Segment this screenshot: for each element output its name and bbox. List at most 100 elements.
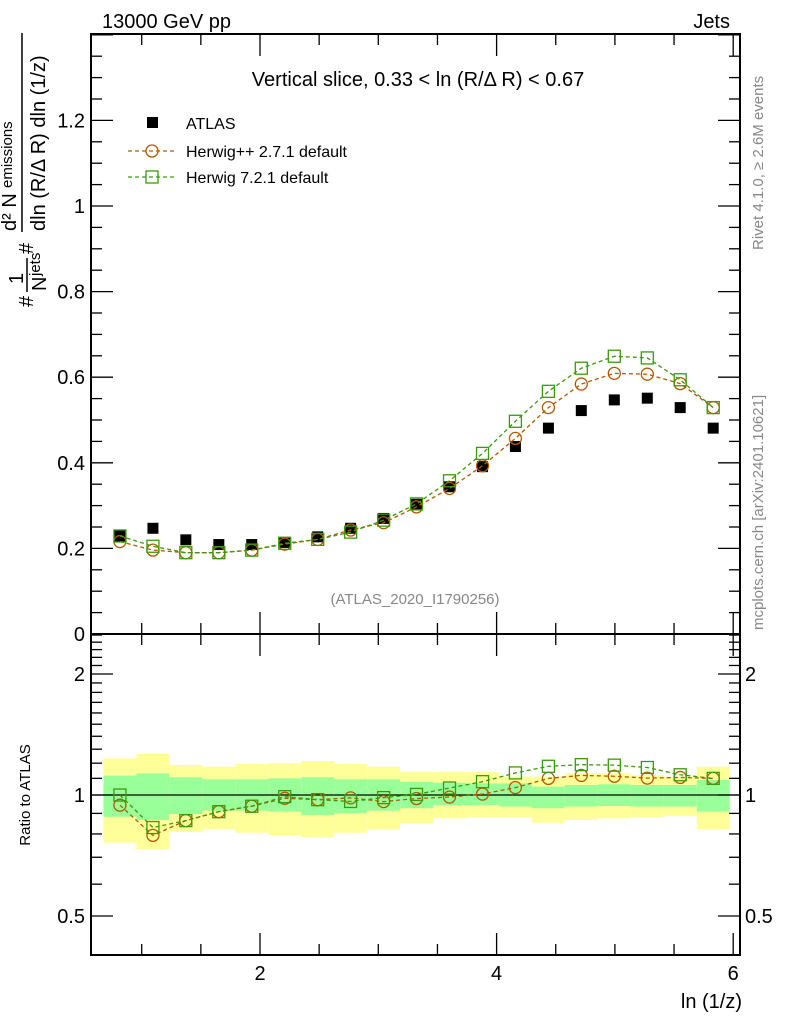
ratio-y-axis-label: Ratio to ATLAS bbox=[17, 744, 34, 845]
ratio-uncertainty-bands bbox=[91, 753, 740, 849]
legend-label-herwigpp: Herwig++ 2.7.1 default bbox=[186, 144, 348, 161]
herwig7-ratio-line bbox=[119, 764, 714, 829]
band-inner-bin bbox=[531, 786, 565, 809]
herwig7-point bbox=[607, 349, 621, 363]
herwig7-ratio-point bbox=[607, 758, 621, 772]
herwig7-ratio-point bbox=[179, 813, 193, 828]
ylabel-denominator: dln (R/Δ R) dln (1/z) bbox=[28, 55, 50, 231]
herwig7-ratio-point bbox=[245, 799, 259, 813]
y-axis-label: # 1 N jets # d² N emissions dln (R/Δ R) … bbox=[0, 33, 51, 307]
herwig7-ratio-point bbox=[442, 781, 457, 795]
data-marks bbox=[113, 349, 720, 843]
herwigpp-point bbox=[442, 481, 457, 496]
x-axis-label: ln (1/z) bbox=[681, 991, 742, 1013]
herwig7-point bbox=[343, 525, 358, 539]
atlas-point bbox=[345, 522, 357, 534]
atlas-point bbox=[147, 522, 159, 534]
herwigpp-point bbox=[640, 367, 654, 381]
herwigpp-ratio-point bbox=[640, 771, 654, 785]
herwig7-ratio-point bbox=[409, 787, 424, 802]
herwig7-ratio-point bbox=[146, 820, 160, 835]
legend-label-atlas: ATLAS bbox=[186, 116, 236, 133]
herwig7-ratio-point bbox=[343, 794, 358, 809]
ylabel-d2n: d² N bbox=[0, 193, 21, 231]
atlas-point bbox=[312, 531, 324, 543]
herwig7-point bbox=[508, 414, 523, 428]
herwig7-ratio-point bbox=[541, 759, 556, 773]
herwig7-ratio-point bbox=[706, 771, 720, 786]
atlas-point bbox=[477, 461, 489, 473]
atlas-point bbox=[608, 394, 620, 406]
band-inner-bin bbox=[696, 779, 730, 812]
herwig7-point bbox=[311, 532, 325, 547]
herwig7-ratio-point bbox=[212, 804, 226, 819]
herwig7-point bbox=[673, 373, 687, 387]
herwig7-ratio-point bbox=[113, 788, 127, 802]
chart-title: Vertical slice, 0.33 < ln (R/Δ R) < 0.67 bbox=[252, 69, 584, 91]
main-y-tick-label: 1 bbox=[74, 196, 85, 218]
ylabel-n: N bbox=[29, 277, 51, 291]
ratio-y-tick-label: 0.5 bbox=[57, 906, 85, 928]
atlas-point bbox=[180, 534, 192, 546]
atlas-point bbox=[542, 422, 554, 434]
herwigpp-point bbox=[508, 431, 523, 446]
herwigpp-ratio-point bbox=[113, 798, 127, 812]
header-process: 13000 GeV pp bbox=[102, 11, 231, 33]
main-y-tick-label: 0 bbox=[74, 624, 85, 646]
band-inner-bin bbox=[103, 775, 137, 817]
herwig7-point bbox=[113, 529, 127, 543]
herwig7-point bbox=[442, 474, 457, 488]
herwig7-point bbox=[574, 361, 588, 375]
herwig7-ratio-point bbox=[673, 768, 687, 782]
band-inner-bin bbox=[334, 779, 368, 814]
main-y-tick-label: 0.4 bbox=[57, 453, 85, 475]
herwig7-line bbox=[119, 355, 714, 554]
legend: ATLAS Herwig++ 2.7.1 default Herwig 7.2.… bbox=[128, 116, 348, 187]
herwig7-ratio-point bbox=[475, 775, 490, 789]
legend-marker-atlas bbox=[147, 117, 158, 128]
herwig7-point bbox=[409, 497, 424, 511]
herwigpp-point bbox=[541, 400, 556, 415]
main-y-tick-label: 0.2 bbox=[57, 538, 85, 560]
herwig7-ratio-point bbox=[508, 766, 523, 780]
atlas-point bbox=[213, 539, 225, 551]
ratio-y-tick-label: 1 bbox=[74, 785, 85, 807]
herwigpp-line bbox=[119, 372, 714, 554]
herwig7-point bbox=[245, 543, 259, 557]
header-observable: Jets bbox=[693, 11, 730, 33]
analysis-watermark: (ATLAS_2020_I1790256) bbox=[330, 591, 499, 608]
ylabel-hash: # bbox=[16, 295, 38, 307]
herwig7-ratio-point bbox=[376, 790, 391, 805]
herwig7-point bbox=[179, 546, 193, 560]
atlas-point bbox=[575, 405, 587, 417]
legend-marker-herwig7 bbox=[145, 170, 159, 184]
herwig7-point bbox=[146, 539, 160, 553]
main-y-tick-label: 1.2 bbox=[57, 110, 85, 132]
band-inner-bin bbox=[630, 784, 664, 807]
ylabel-emissions: emissions bbox=[0, 121, 16, 188]
ylabel-one: 1 bbox=[6, 273, 28, 284]
x-tick-label: 2 bbox=[254, 963, 265, 985]
herwig7-point bbox=[278, 536, 292, 550]
main-y-tick-label: 0.6 bbox=[57, 367, 85, 389]
rivet-version-text: Rivet 4.1.0, ≥ 2.6M events bbox=[750, 76, 767, 250]
axes: 0 0.2 0.4 0.6 0.8 1 1.2 2 4 6 0.5 0.5 1 1 2 2 bbox=[57, 33, 773, 985]
herwig7-ratio-point bbox=[640, 760, 654, 775]
herwig7-point bbox=[706, 400, 720, 415]
ratio-y-tick-label-right: 0.5 bbox=[745, 906, 773, 928]
atlas-point bbox=[674, 402, 686, 414]
herwig7-point bbox=[640, 351, 654, 365]
herwigpp-ratio-point bbox=[146, 828, 160, 843]
legend-marker-herwigpp bbox=[145, 144, 159, 158]
herwig7-ratio-point bbox=[311, 793, 325, 807]
herwig7-ratio-point bbox=[278, 789, 292, 804]
x-tick-label: 6 bbox=[728, 963, 739, 985]
herwig7-point bbox=[475, 446, 490, 461]
herwigpp-point bbox=[607, 366, 621, 380]
ylabel-jets: jets bbox=[27, 253, 44, 277]
herwig7-ratio-point bbox=[574, 758, 588, 772]
ratio-y-tick-label: 2 bbox=[74, 664, 85, 686]
main-y-tick-label: 0.8 bbox=[57, 282, 85, 304]
ratio-y-tick-label-right: 1 bbox=[745, 785, 756, 807]
atlas-point bbox=[509, 441, 521, 453]
